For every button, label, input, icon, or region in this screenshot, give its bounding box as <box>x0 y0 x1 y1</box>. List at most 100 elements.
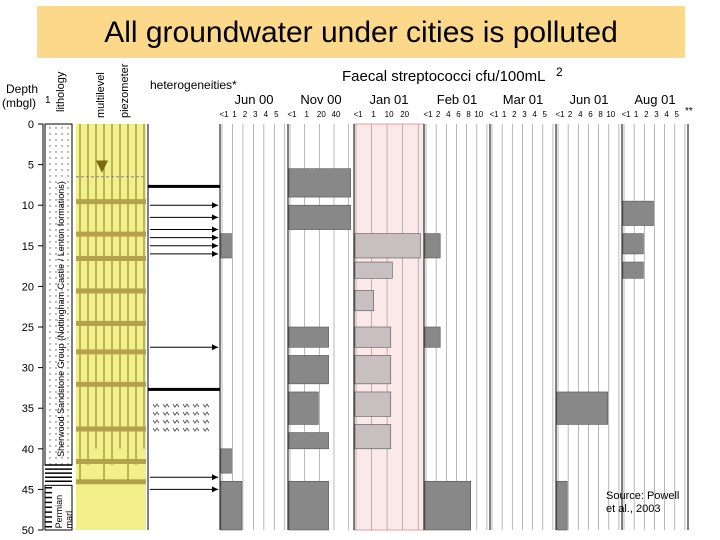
sampling-port <box>76 381 146 387</box>
depth-bar <box>354 355 392 385</box>
depth-bar <box>288 432 329 450</box>
arrowhead <box>212 202 218 209</box>
source-note: Source: Powell et al., 2003 <box>606 490 696 516</box>
depth-bar <box>288 480 329 531</box>
panel-tick-label: 2 <box>568 110 573 119</box>
depth-bar <box>354 290 374 312</box>
depth-tick-label: 50 <box>22 525 34 537</box>
panel-tick-label: 10 <box>474 110 483 119</box>
fracture-zone-mark <box>192 427 200 432</box>
panel-tick-label: 2 <box>512 110 517 119</box>
sampling-port <box>76 288 146 294</box>
depth-bar <box>556 391 609 425</box>
sampling-port <box>76 231 146 237</box>
depth-bar <box>424 326 441 348</box>
depth-tick-label: 10 <box>22 200 34 212</box>
depth-bar <box>354 326 392 348</box>
panel-tick-label: 4 <box>532 110 537 119</box>
arrowhead <box>212 242 218 249</box>
sampling-port <box>76 426 146 432</box>
arrowhead <box>212 486 218 493</box>
fracture-zone-mark <box>202 403 210 408</box>
depth-tick-label: 25 <box>22 322 34 334</box>
panel-tick-label: 20 <box>317 110 326 119</box>
arrowhead <box>212 344 218 351</box>
panel-aug-01: Aug 01<1 1 2 3 4 5 <box>621 92 686 530</box>
panel-title: Jun 01 <box>569 92 608 107</box>
depth-tick-label: 35 <box>22 403 34 415</box>
depth-tick-label: 40 <box>22 444 34 456</box>
slide-title: All groundwater under cities is polluted <box>104 16 618 49</box>
arrowhead <box>212 234 218 241</box>
depth-bar <box>288 168 351 198</box>
panel-tick-label: 10 <box>606 110 615 119</box>
fracture-zone-mark <box>182 403 190 408</box>
fracture-zone-mark <box>152 419 160 424</box>
depth-bar <box>288 355 329 385</box>
arrowhead <box>212 474 218 481</box>
panel-title: Jan 01 <box>369 92 408 107</box>
measure-footnote: 2 <box>556 65 563 79</box>
panel-tick-label: 2 <box>644 110 649 119</box>
panel-tick-label: <1 <box>353 110 363 119</box>
panel-title: Aug 01 <box>634 92 675 107</box>
double-star-label: ** <box>685 106 693 117</box>
panel-tick-label: 40 <box>332 110 341 119</box>
panel-tick-label: <1 <box>219 110 229 119</box>
depth-tick-label: 45 <box>22 484 34 496</box>
arrowhead <box>212 214 218 221</box>
panel-jun-01: Jun 01 <1 2 4 6 8 10 <box>555 92 620 531</box>
lithology-label: lithology <box>55 71 67 112</box>
fracture-zone-mark <box>162 427 170 432</box>
water-table-marker <box>96 160 108 173</box>
panel-tick-label: 1 <box>304 110 309 119</box>
depth-label: Depth <box>6 82 38 96</box>
arrowhead <box>212 226 218 233</box>
fracture-zone-mark <box>172 403 180 408</box>
depth-tick-label: 30 <box>22 363 34 375</box>
source-line-1: Source: Powell <box>606 490 680 502</box>
marl-label: marl <box>64 511 74 529</box>
sampling-port <box>76 458 146 464</box>
panel-tick-label: 3 <box>253 110 258 119</box>
panel-tick-label: 5 <box>274 110 279 119</box>
piezometer-column <box>76 124 146 530</box>
depth-bar <box>220 448 232 474</box>
fracture-zone-mark <box>172 427 180 432</box>
panel-mar-01: Mar 01 <1 1 2 3 4 5 <box>489 92 554 530</box>
fracture-zone-mark <box>172 419 180 424</box>
heterogeneities-column <box>147 124 220 530</box>
fracture-zone-mark <box>202 427 210 432</box>
fracture-zone-mark <box>182 419 190 424</box>
depth-tick-label: 0 <box>28 119 34 131</box>
depth-tick-label: 15 <box>22 241 34 253</box>
piezometer-label-1: multilevel <box>95 72 107 118</box>
depth-bar <box>354 261 393 279</box>
panel-tick-label: 8 <box>466 110 471 119</box>
panel-title: Nov 00 <box>300 92 341 107</box>
depth-bar <box>288 391 319 425</box>
sampling-port <box>76 320 146 326</box>
panel-tick-label: 1 <box>634 110 639 119</box>
fracture-zone-mark <box>162 403 170 408</box>
marl-label: Permian <box>54 495 64 529</box>
lithology-column: Sherwood Sandstone Group (Nottingham Cas… <box>44 123 74 531</box>
panel-tick-label: 5 <box>543 110 548 119</box>
arrowhead <box>212 250 218 257</box>
sampling-port <box>76 349 146 355</box>
panel-title: Mar 01 <box>503 92 543 107</box>
panel-tick-label: 20 <box>400 110 409 119</box>
heterogeneities-label: heterogeneities* <box>150 78 237 92</box>
depth-bar <box>220 480 243 531</box>
depth-bar <box>354 233 421 259</box>
depth-bar <box>424 480 471 531</box>
fracture-zone-mark <box>172 411 180 416</box>
title-banner: All groundwater under cities is polluted <box>37 6 685 58</box>
depth-bar <box>424 233 441 259</box>
panel-tick-label: 5 <box>675 110 680 119</box>
depth-bar <box>288 326 329 348</box>
panel-tick-label: <1 <box>621 110 631 119</box>
fracture-zone-mark <box>162 419 170 424</box>
depth-bar <box>288 204 351 230</box>
